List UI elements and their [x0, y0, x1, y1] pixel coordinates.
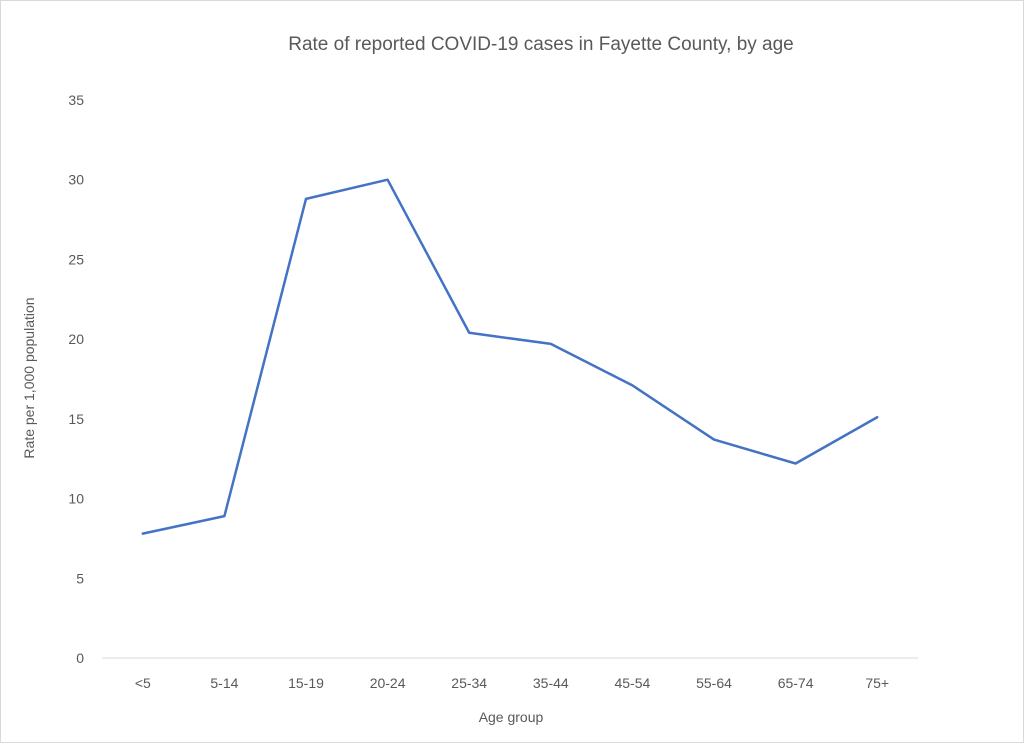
y-tick-label: 25: [68, 251, 84, 267]
x-tick-label: 55-64: [696, 675, 732, 691]
y-tick-label: 15: [68, 411, 84, 427]
y-axis-ticks: 0 5 10 15 20 25 30 35: [68, 92, 84, 666]
x-tick-label: 15-19: [288, 675, 324, 691]
y-tick-label: 20: [68, 331, 84, 347]
series-line: [141, 178, 879, 535]
x-tick-label: 35-44: [533, 675, 569, 691]
y-tick-label: 30: [68, 172, 84, 188]
x-axis-ticks: <5 5-14 15-19 20-24 25-34 35-44 45-54 55-64 65-7…: [135, 675, 889, 691]
y-axis-label: Rate per 1,000 population: [21, 297, 37, 458]
y-tick-label: 0: [76, 650, 84, 666]
x-tick-label: 75+: [865, 675, 889, 691]
series-group: [141, 178, 879, 535]
x-tick-label: 65-74: [778, 675, 814, 691]
y-tick-label: 5: [76, 570, 84, 586]
x-tick-label: <5: [135, 675, 151, 691]
x-tick-label: 45-54: [614, 675, 650, 691]
x-tick-label: 20-24: [370, 675, 406, 691]
x-tick-label: 5-14: [210, 675, 238, 691]
y-tick-label: 35: [68, 92, 84, 108]
x-axis-label: Age group: [479, 709, 544, 725]
chart-title: Rate of reported COVID-19 cases in Fayet…: [288, 34, 794, 55]
y-tick-label: 10: [68, 491, 84, 507]
x-tick-label: 25-34: [451, 675, 487, 691]
